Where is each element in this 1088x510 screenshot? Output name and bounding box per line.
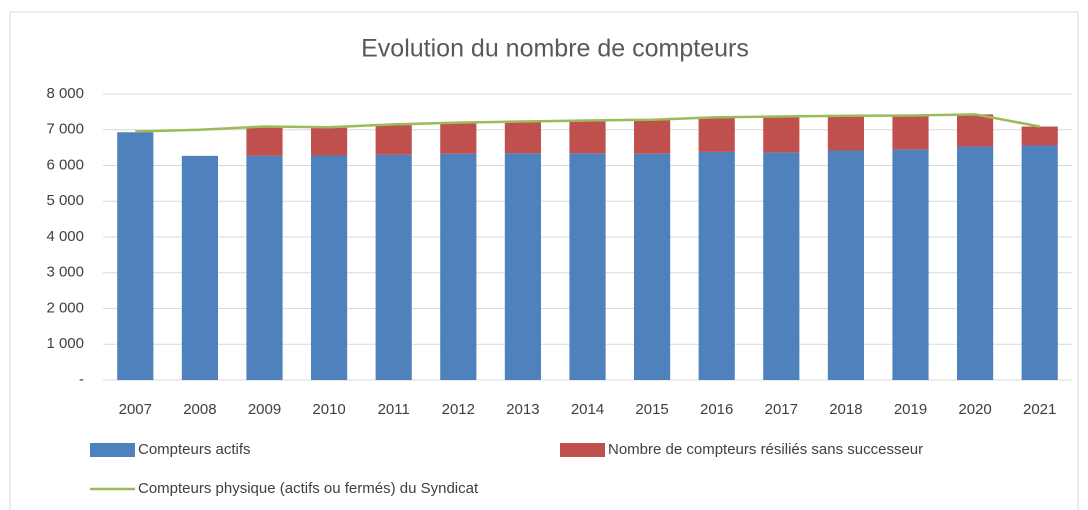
y-tick-label: -	[79, 371, 84, 388]
bar	[504, 153, 541, 380]
bar	[569, 153, 606, 380]
bar	[698, 117, 735, 152]
x-tick-label: 2010	[312, 401, 345, 418]
x-tick-label: 2011	[378, 401, 410, 418]
bar	[892, 149, 929, 380]
x-tick-label: 2008	[183, 401, 216, 418]
bar	[1021, 145, 1058, 380]
bar	[763, 116, 800, 153]
bar	[375, 154, 412, 380]
bar	[569, 120, 606, 154]
y-tick-label: 1 000	[46, 335, 84, 352]
x-tick-label: 2013	[506, 401, 539, 418]
bar	[246, 127, 283, 156]
y-tick-label: 8 000	[46, 85, 84, 102]
x-tick-label: 2018	[829, 401, 862, 418]
bar	[892, 115, 929, 150]
bar	[504, 121, 541, 154]
y-tick-label: 4 000	[46, 228, 84, 245]
bar	[246, 155, 283, 380]
y-tick-label: 7 000	[46, 121, 84, 138]
bar	[311, 127, 348, 156]
x-tick-label: 2021	[1023, 401, 1056, 418]
bar	[827, 115, 864, 151]
bar	[698, 151, 735, 380]
legend-swatch	[560, 443, 605, 457]
chart-title: Evolution du nombre de compteurs	[361, 35, 749, 63]
legend-label: Nombre de compteurs résiliés sans succes…	[608, 441, 923, 458]
x-tick-label: 2015	[635, 401, 668, 418]
bar	[1021, 126, 1058, 146]
bar	[117, 132, 154, 380]
bar	[957, 114, 994, 147]
line	[135, 113, 1040, 133]
bar	[634, 120, 671, 154]
legend-label: Compteurs physique (actifs ou fermés) du…	[138, 480, 479, 497]
x-tick-label: 2009	[248, 401, 281, 418]
bar	[634, 153, 671, 380]
bar	[375, 125, 412, 155]
bar	[181, 155, 218, 380]
bar	[311, 155, 348, 380]
y-tick-label: 3 000	[46, 264, 84, 281]
bar	[763, 152, 800, 380]
legend-swatch	[90, 443, 135, 457]
bar	[440, 153, 477, 380]
x-tick-label: 2012	[442, 401, 475, 418]
bar	[957, 146, 994, 380]
y-tick-label: 5 000	[46, 192, 84, 209]
x-tick-label: 2016	[700, 401, 733, 418]
legend-label: Compteurs actifs	[138, 441, 251, 458]
x-tick-label: 2017	[765, 401, 798, 418]
x-tick-label: 2014	[571, 401, 604, 418]
y-tick-label: 2 000	[46, 299, 84, 316]
bar	[440, 122, 477, 154]
y-tick-label: 6 000	[46, 156, 84, 173]
bar	[827, 150, 864, 380]
x-tick-label: 2019	[894, 401, 927, 418]
x-tick-label: 2007	[119, 401, 152, 418]
x-tick-label: 2020	[958, 401, 991, 418]
